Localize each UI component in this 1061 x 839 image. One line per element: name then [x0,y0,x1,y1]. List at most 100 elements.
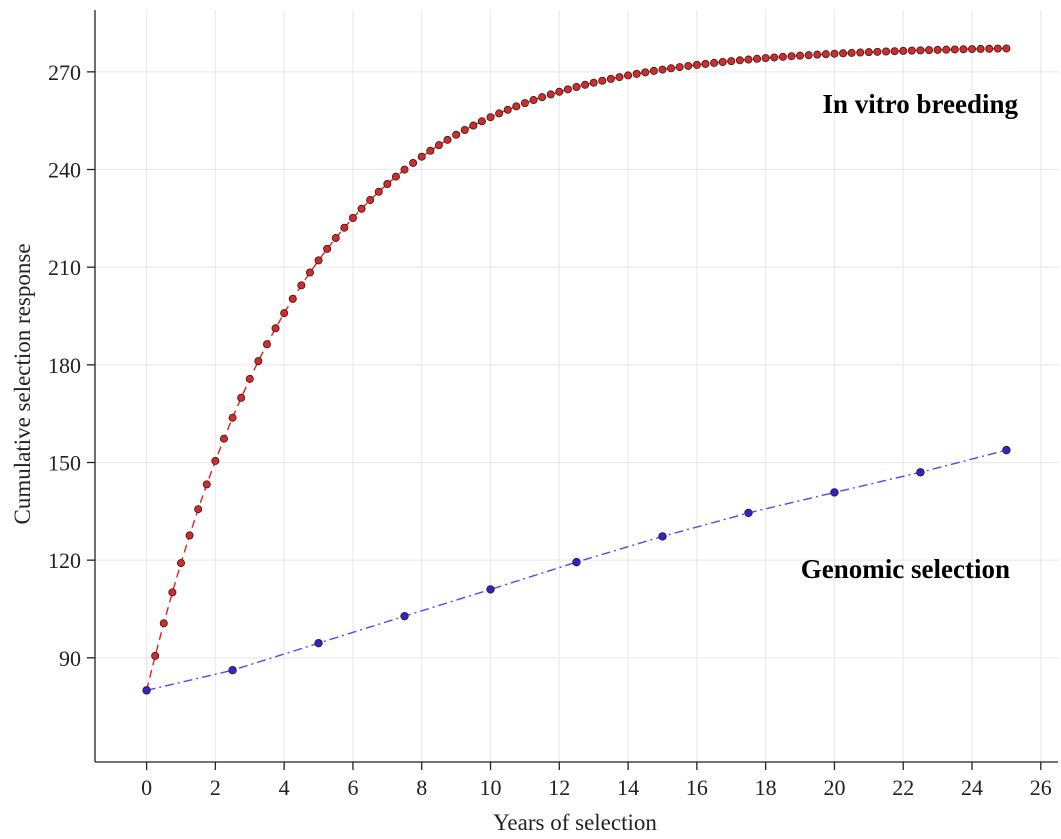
in-vitro-point [830,49,839,58]
x-tick-label: 4 [279,775,290,800]
genomic-line [146,449,1007,692]
in-vitro-point [933,45,942,54]
in-vitro-point [1002,44,1011,53]
y-tick-label: 150 [48,451,81,476]
x-tick-label: 10 [480,775,502,800]
in-vitro-point [262,340,271,349]
in-vitro-point [254,357,263,366]
in-vitro-point [503,105,512,114]
in-vitro-point [357,204,366,213]
genomic-point [142,686,151,695]
in-vitro-point [366,196,375,205]
in-vitro-point [761,54,770,63]
in-vitro-point [280,309,289,318]
in-vitro-point [907,46,916,55]
grid [95,10,1058,762]
in-vitro-point [839,49,848,58]
in-vitro-breeding-label: In vitro breeding [822,89,1018,119]
in-vitro-point [890,47,899,56]
in-vitro-point [176,559,185,568]
in-vitro-point [925,46,934,55]
genomic-point [228,665,237,675]
y-tick-label: 210 [48,255,81,280]
in-vitro-point [942,45,951,54]
in-vitro-point [787,52,796,61]
in-vitro-point [194,505,203,514]
in-vitro-point [305,268,314,277]
in-vitro-point [486,113,495,122]
x-tick-label: 22 [892,775,914,800]
in-vitro-point [581,80,590,89]
in-vitro-point [873,47,882,56]
in-vitro-point [899,46,908,55]
in-vitro-point [151,651,160,660]
in-vitro-point [443,135,452,144]
genomic-point [572,557,581,567]
in-vitro-point [460,126,469,135]
genomic-point [744,508,753,518]
in-vitro-point [624,71,633,80]
in-vitro-point [615,73,624,82]
in-vitro-point [744,55,753,64]
genomic-point [400,611,409,621]
x-axis-title: Years of selection [493,810,657,835]
in-vitro-point [452,130,461,139]
in-vitro-point [658,65,667,74]
in-vitro-point [968,45,977,54]
in-vitro-point [297,281,306,290]
in-vitro-point [495,109,504,118]
in-vitro-point [589,78,598,87]
in-vitro-point [374,187,383,196]
in-vitro-point [710,58,719,67]
genomic-point [314,638,323,648]
in-vitro-point [882,47,891,56]
in-vitro-point [796,51,805,60]
in-vitro-point [228,413,237,422]
in-vitro-point [348,213,357,222]
in-vitro-point [469,121,478,130]
in-vitro-point [649,66,658,75]
in-vitro-point [976,44,985,53]
in-vitro-point [667,64,676,73]
in-vitro-point [692,60,701,69]
in-vitro-point [753,54,762,63]
in-vitro-point [383,179,392,188]
in-vitro-point [856,48,865,57]
series-layer [142,44,1011,695]
x-tick-label: 24 [961,775,983,800]
y-tick-label: 270 [48,60,81,85]
x-tick-label: 6 [347,775,358,800]
in-vitro-point [314,256,323,265]
genomic-series [142,445,1011,695]
in-vitro-point [675,63,684,72]
in-vitro-point [727,57,736,66]
x-tick-label: 0 [141,775,152,800]
in-vitro-point [245,374,254,383]
in-vitro-point [606,74,615,83]
in-vitro-point [202,480,211,489]
in-vitro-point [778,52,787,61]
in-vitro-point [529,96,538,105]
in-vitro-point [331,234,340,243]
in-vitro-point [434,141,443,150]
x-tick-label: 16 [686,775,708,800]
in-vitro-point [572,83,581,92]
x-tick-label: 12 [548,775,570,800]
in-vitro-point [684,61,693,70]
x-tick-label: 8 [416,775,427,800]
in-vitro-point [847,48,856,57]
y-tick-label: 180 [48,353,81,378]
in-vitro-point [400,165,409,174]
in-vitro-point [813,50,822,59]
y-axis-title: Cumulative selection response [10,243,35,524]
in-vitro-point [598,76,607,85]
in-vitro-point [340,223,349,232]
in-vitro-point [985,44,994,53]
in-vitro-point [409,158,418,167]
x-tick-label: 26 [1030,775,1052,800]
in-vitro-point [563,85,572,94]
in-vitro-point [641,68,650,77]
genomic-point [1002,445,1011,455]
in-vitro-point [168,588,177,597]
